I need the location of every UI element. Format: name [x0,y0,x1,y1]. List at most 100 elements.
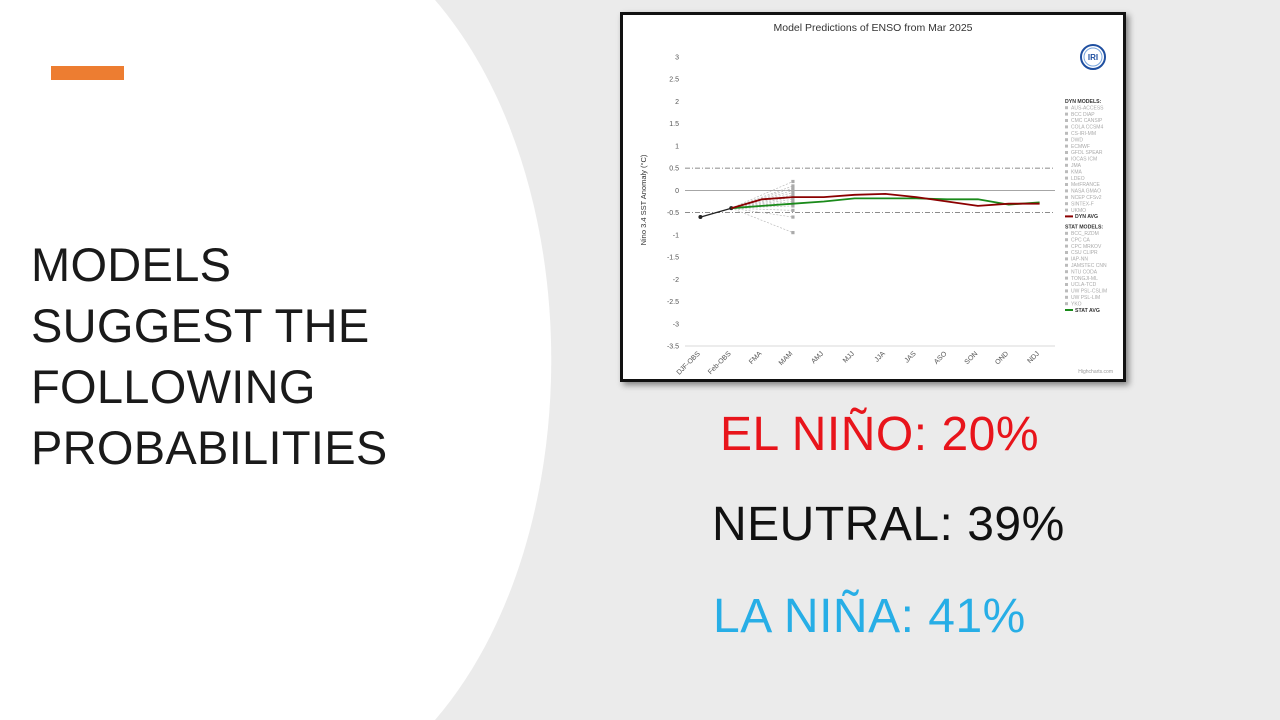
legend-stat-item: UW PSL-CSLIM [1071,289,1107,295]
headline-line: SUGGEST THE [31,299,370,352]
legend-dyn-item: GFDL SPEAR [1071,150,1103,156]
legend-dyn-item: JMA [1071,163,1082,169]
legend-stat-header: STAT MODELS: [1065,225,1103,231]
obs-series-line [700,207,732,218]
legend-dyn-item: KMA [1071,169,1083,175]
model-spread-point [791,199,795,204]
model-spread-point [791,231,795,235]
legend-stat-item: IAP-NN [1071,257,1088,263]
legend-marker [1065,263,1068,267]
model-spread-point [791,215,795,219]
legend-dyn-item: DWD [1071,137,1083,143]
legend-marker [1065,163,1068,167]
x-tick-label: FMA [748,350,764,366]
legend-marker [1065,208,1068,212]
model-spread-point [791,204,795,208]
legend-marker [1065,295,1068,299]
la-nina-probability: LA NIÑA: 41% [713,590,1026,643]
iri-globe-icon-outer [1080,44,1106,70]
legend-marker [1065,251,1068,254]
legend-dyn-item: NCEP CFSv2 [1071,195,1102,201]
iri-globe-icon: IRI [1080,44,1106,70]
legend-stat-item: CPC MRKOV [1071,244,1102,250]
legend-marker [1065,144,1068,148]
y-tick-label: -2.5 [667,299,679,306]
model-spread-line [731,207,794,233]
legend-marker [1065,157,1068,161]
y-tick-label: -3.5 [667,344,679,351]
chart-credit: Highcharts.com [1078,369,1113,375]
legend-dyn-item: LDEO [1071,176,1085,182]
model-spread-point [791,191,795,195]
legend-marker [1065,195,1068,199]
legend-stat-item: BCC_RZDM [1071,231,1099,237]
model-spread-point [791,184,795,188]
legend-marker [1065,276,1068,280]
legend-dyn-item: IOCAS ICM [1071,157,1097,163]
legend-marker [1065,183,1068,186]
legend-stat-item: CSU CLIPR [1071,250,1098,256]
y-tick-label: -1 [673,232,679,239]
y-tick-label: 0.5 [669,166,679,173]
model-spread-point [791,188,795,192]
model-spread-point [791,193,795,197]
series-group [698,192,1040,220]
x-tick-label: ASO [933,350,949,366]
legend-marker [1065,106,1068,110]
orange-accent-bar [51,66,124,80]
legend-dyn-item: SINTEX-F [1071,201,1094,207]
legend-stat-item: CPC CA [1071,237,1091,243]
y-tick-label: -2 [673,277,679,284]
x-tick-label: MAM [778,350,795,367]
stat-avg-line [731,197,1040,210]
legend-dyn-header: DYN MODELS: [1065,99,1102,105]
legend-stat-item: UW PSL-LIM [1071,295,1100,301]
legend-stat-item: JAMSTEC CNN [1071,263,1107,269]
obs-point [698,215,703,220]
enso-chart-frame: 3 2.5 2 1.5 1 0.5 0 -0.5 -1 -1.5 -2 -2.5 -3 -3.5 DJF-O… [620,12,1126,382]
y-tick-label: 1.5 [669,121,679,128]
legend-marker [1065,151,1068,154]
legend-marker [1065,238,1068,242]
el-nino-probability: EL NIÑO: 20% [720,408,1040,461]
iri-globe-icon-inner [1083,47,1103,67]
chart-title: Model Predictions of ENSO from Mar 2025 [774,22,973,34]
neutral-probability: NEUTRAL: 39% [712,498,1065,551]
legend-marker [1065,244,1068,248]
headline: MODELS SUGGEST THE FOLLOWING PROBABILITI… [31,234,451,478]
legend-stat-item: NTU CODA [1071,269,1098,275]
x-tick-label: OND [994,350,1010,366]
legend-dyn-item: BCC DIAP [1071,112,1095,118]
legend-marker [1065,112,1068,116]
y-tick-label: 2.5 [669,77,679,84]
x-tick-label: JAS [904,350,918,364]
legend-dyn-item: ECMWF [1071,144,1090,150]
legend-marker [1065,231,1068,235]
y-tick-label: 2 [675,99,679,106]
dyn-avg-line [731,192,1040,210]
headline-line: PROBABILITIES [31,421,388,474]
x-tick-label: SON [964,350,980,366]
legend-marker [1065,302,1068,306]
legend-stat-item: UCLA-TCD [1071,282,1097,288]
x-tick-label: JJA [874,350,887,363]
model-spread-line [731,207,793,211]
y-tick-label: 1 [675,143,679,150]
model-spread-point [791,197,795,201]
legend-stat-avg: STAT AVG [1075,308,1100,314]
legend-dyn-item: CS-IRI-MM [1071,131,1096,137]
enso-chart: 3 2.5 2 1.5 1 0.5 0 -0.5 -1 -1.5 -2 -2.5 -3 -3.5DJF-O… [639,22,1113,377]
model-spread-point [791,186,795,190]
y-axis-label: Nino 3.4 SST Anomaly (°C) [639,154,648,245]
legend-marker [1065,257,1068,261]
x-tick-label: NDJ [1026,350,1041,365]
legend-dyn-item: NASA GMAO [1071,189,1101,195]
iri-logo-text: IRI [1088,53,1098,62]
model-spread-line [731,181,794,209]
white-curved-panel-shape [0,0,552,720]
legend-stat-item: TONGJI-ML [1071,276,1098,282]
y-tick-label: 0 [675,188,679,195]
